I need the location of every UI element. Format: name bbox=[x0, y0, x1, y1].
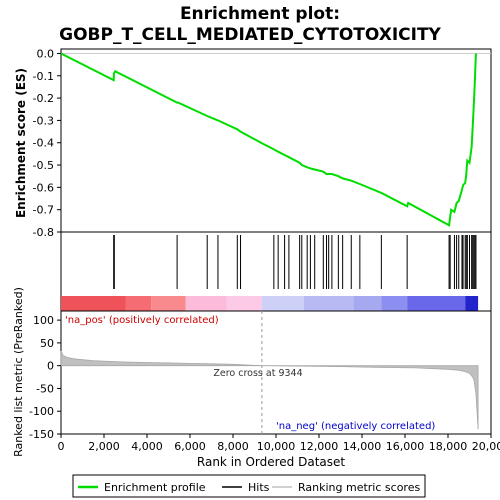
metric-y-tick-label: -100 bbox=[29, 405, 54, 418]
es-enrichment-line bbox=[60, 52, 477, 227]
hits-panel bbox=[60, 231, 492, 312]
x-tick-label: 14,000 bbox=[343, 440, 382, 453]
metric-y-tick-label: -50 bbox=[36, 382, 54, 395]
legend: Enrichment profile Hits Ranking metric sco… bbox=[72, 474, 426, 498]
rank-color-band bbox=[465, 296, 479, 311]
rank-color-band bbox=[151, 296, 186, 311]
metric-y-tick-label: 100 bbox=[33, 314, 54, 327]
rank-color-band bbox=[407, 296, 466, 311]
rank-color-band bbox=[125, 296, 152, 311]
legend-box bbox=[72, 474, 426, 498]
rank-color-band bbox=[61, 296, 126, 311]
chart-title: Enrichment plot: bbox=[180, 4, 340, 24]
metric-panel: 100 50 0 -50 -100 -150 'na_pos' (positively co… bbox=[29, 310, 492, 441]
x-axis: 0 2,000 4,000 6,000 8,000 10,000 12,000 14,000 1… bbox=[58, 434, 500, 453]
x-tick-label: 8,000 bbox=[217, 440, 249, 453]
es-y-tick-label: -0.1 bbox=[33, 70, 54, 83]
rank-color-band bbox=[381, 296, 408, 311]
es-y-tick-label: -0.6 bbox=[33, 181, 54, 194]
es-panel: 0.0 -0.1 -0.2 -0.3 -0.4 -0.5 -0.6 -0.7 -0.8 bbox=[33, 47, 492, 239]
x-tick-label: 2,000 bbox=[88, 440, 120, 453]
x-tick-label: 10,000 bbox=[257, 440, 296, 453]
rank-color-band bbox=[185, 296, 227, 311]
es-y-tick-label: -0.2 bbox=[33, 92, 54, 105]
x-tick-label: 0 bbox=[58, 440, 65, 453]
metric-y-axis-label: Ranked list metric (PreRanked) bbox=[12, 287, 25, 457]
es-y-axis-label: Enrichment score (ES) bbox=[14, 68, 28, 218]
pos-label: 'na_pos' (positively correlated) bbox=[65, 315, 219, 326]
x-tick-label: 16,000 bbox=[386, 440, 425, 453]
rank-color-band bbox=[261, 296, 304, 311]
metric-frame bbox=[60, 310, 492, 435]
metric-y-tick-label: 50 bbox=[40, 337, 54, 350]
rank-color-band bbox=[353, 296, 382, 311]
es-y-tick-label: -0.3 bbox=[33, 114, 54, 127]
x-tick-label: 20,000 bbox=[472, 440, 500, 453]
rank-color-band bbox=[226, 296, 262, 311]
es-y-tick-label: -0.5 bbox=[33, 159, 54, 172]
legend-label: Ranking metric scores bbox=[298, 481, 420, 494]
legend-label: Enrichment profile bbox=[104, 481, 206, 494]
rank-color-band bbox=[303, 296, 354, 311]
neg-label: 'na_neg' (negatively correlated) bbox=[276, 421, 435, 432]
zero-cross-label: Zero cross at 9344 bbox=[213, 368, 302, 379]
x-tick-label: 4,000 bbox=[131, 440, 163, 453]
es-y-tick-label: 0.0 bbox=[37, 47, 55, 60]
x-tick-label: 18,000 bbox=[429, 440, 468, 453]
metric-y-tick-label: 0 bbox=[47, 360, 54, 373]
metric-y-tick-label: -150 bbox=[29, 428, 54, 441]
legend-label: Hits bbox=[248, 481, 270, 494]
metric-area bbox=[60, 350, 479, 430]
es-y-tick-label: -0.4 bbox=[33, 137, 54, 150]
x-tick-label: 12,000 bbox=[300, 440, 339, 453]
es-y-tick-label: -0.8 bbox=[33, 226, 54, 239]
x-tick-label: 6,000 bbox=[174, 440, 206, 453]
es-y-tick-label: -0.7 bbox=[33, 204, 54, 217]
chart-subtitle: GOBP_T_CELL_MEDIATED_CYTOTOXICITY bbox=[59, 25, 441, 45]
x-axis-label: Rank in Ordered Dataset bbox=[197, 455, 345, 469]
